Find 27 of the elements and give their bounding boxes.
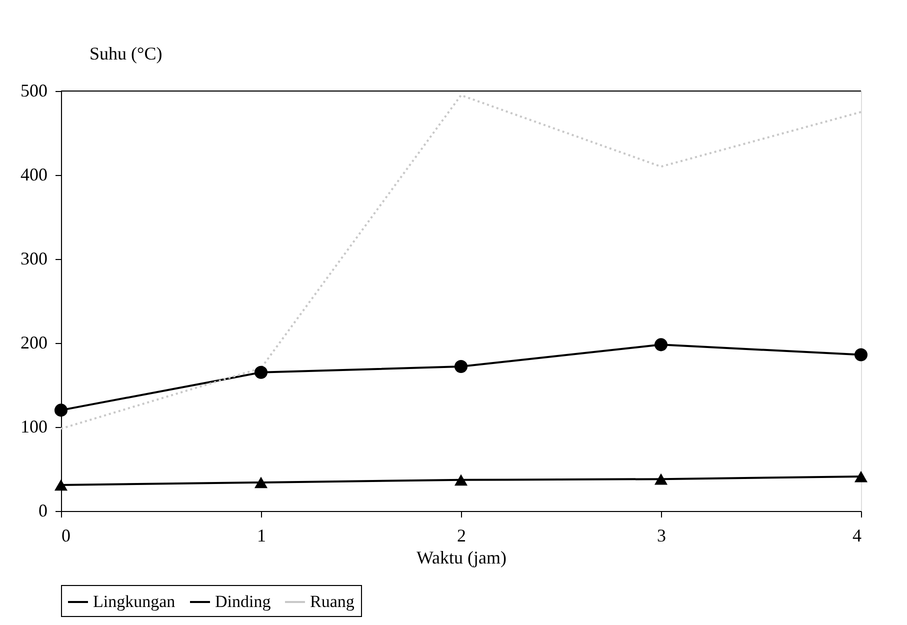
y-tick-label: 500 [20, 80, 48, 100]
y-axis-title: Suhu (°C) [90, 44, 162, 64]
point [654, 473, 668, 485]
y-tick-label: 0 [38, 500, 48, 520]
point [654, 338, 668, 352]
point [854, 348, 868, 362]
y-tick-label: 400 [20, 164, 48, 184]
x-axis-title: Waktu (jam) [416, 548, 507, 568]
x-tick-label: 3 [657, 526, 666, 546]
x-tick-label: 0 [62, 526, 70, 546]
legend-label: Ruang [310, 592, 355, 611]
point [54, 479, 68, 491]
point [254, 476, 268, 488]
x-tick-label: 2 [457, 526, 466, 546]
x-tick-label: 1 [257, 526, 266, 546]
point [54, 404, 68, 417]
point [854, 470, 868, 482]
y-tick-label: 100 [20, 416, 48, 436]
y-tick-label: 300 [20, 248, 48, 268]
legend-label: Dinding [215, 592, 272, 611]
y-tick-label: 200 [20, 332, 48, 352]
point [454, 360, 468, 374]
point [254, 366, 268, 379]
point [454, 474, 468, 486]
line-series [60, 94, 862, 430]
legend-label: Lingkungan [93, 592, 176, 611]
x-tick-label: 4 [852, 526, 862, 546]
